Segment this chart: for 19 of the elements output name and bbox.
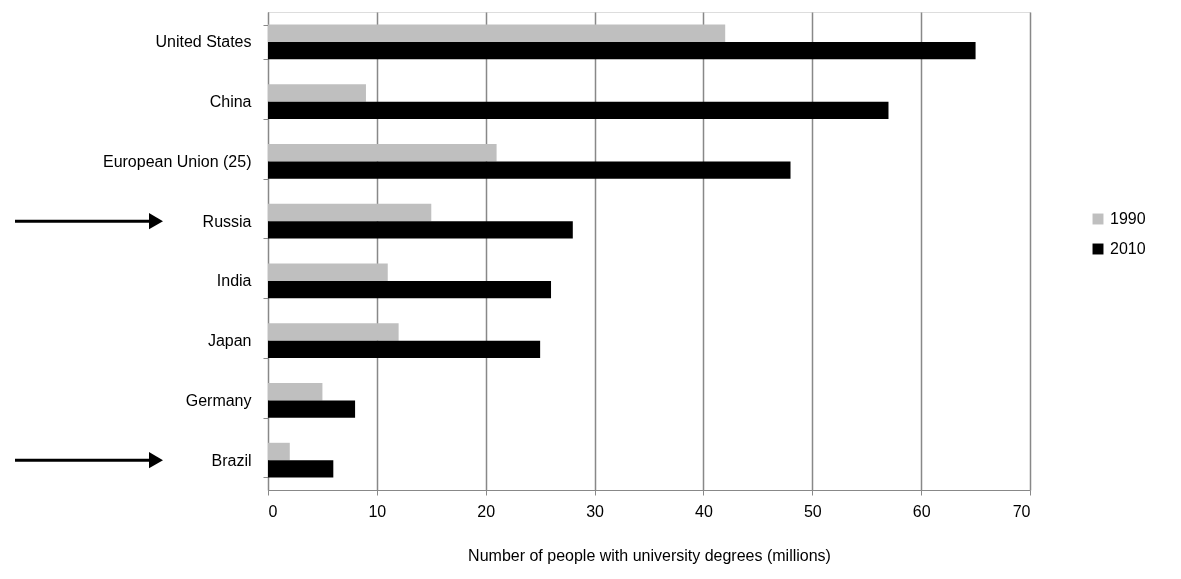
x-axis-title: Number of people with university degrees (millions)	[468, 546, 831, 564]
x-tick-label: 0	[268, 502, 278, 520]
x-tick-label: 20	[477, 502, 496, 520]
x-tick-label: 50	[803, 502, 822, 520]
x-tick-label: 30	[586, 502, 605, 520]
y-tick-label: European Union (25)	[102, 152, 252, 170]
x-tick-label: 60	[912, 502, 931, 520]
y-tick-label: United States	[155, 33, 252, 51]
y-tick-label: Germany	[185, 391, 252, 409]
x-tick-label: 10	[368, 502, 387, 520]
y-tick-label: Russia	[202, 212, 252, 230]
x-tick-label: 70	[1012, 502, 1031, 520]
y-tick-label: Brazil	[211, 451, 252, 469]
y-tick-label: Japan	[207, 332, 252, 350]
y-tick-label: India	[216, 272, 252, 290]
legend-label: 2010	[1110, 240, 1146, 257]
x-tick-label: 40	[695, 502, 713, 520]
legend-label: 1990	[1110, 210, 1146, 227]
y-tick-label: China	[209, 93, 252, 111]
